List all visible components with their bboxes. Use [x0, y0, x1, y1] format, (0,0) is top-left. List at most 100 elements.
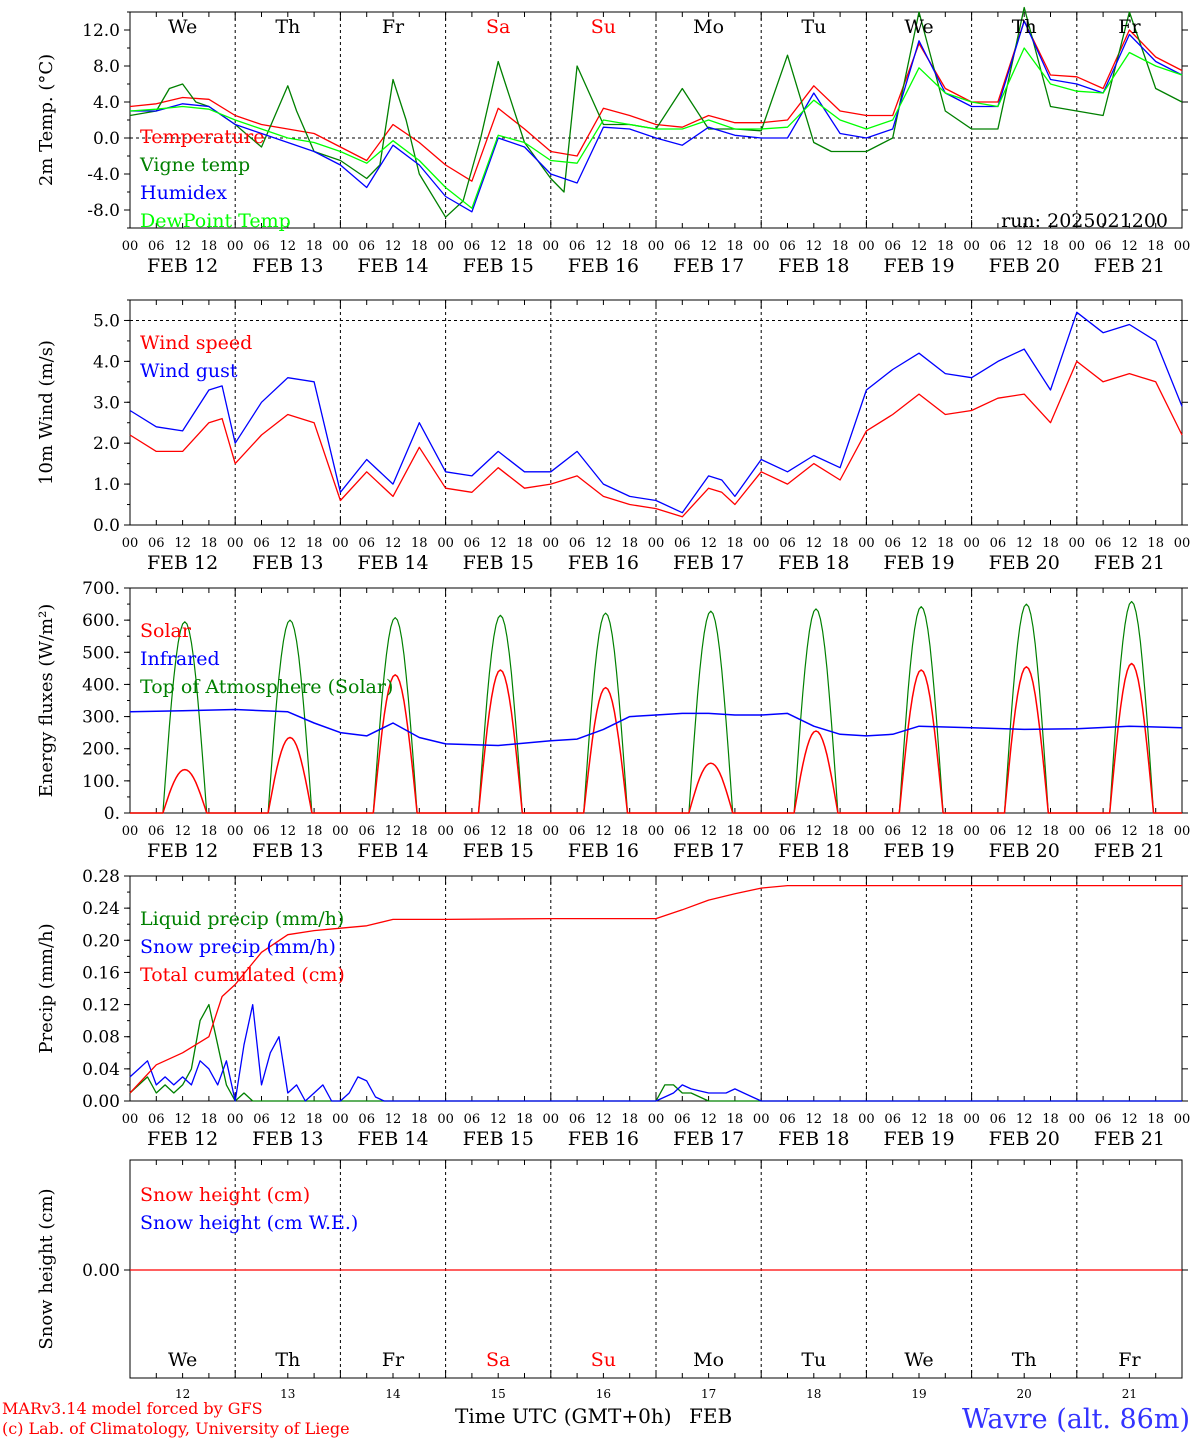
hour-tick-label: 00 — [858, 824, 875, 839]
hour-tick-label: 06 — [674, 1112, 691, 1127]
weekday-label: Fr — [1118, 1349, 1141, 1371]
date-label: FEB 19 — [883, 255, 954, 277]
date-label: FEB 18 — [778, 840, 849, 862]
model-credit: MARv3.14 model forced by GFS — [2, 1399, 263, 1418]
legend-entry: Snow precip (mm/h) — [140, 936, 336, 958]
hour-tick-label: 00 — [1069, 824, 1086, 839]
legend-entry: Infrared — [140, 648, 220, 670]
weekday-label: Th — [275, 1349, 300, 1371]
hour-tick-label: 18 — [516, 239, 533, 254]
date-label: FEB 21 — [1094, 1128, 1165, 1150]
day-number-label: 18 — [806, 1387, 821, 1401]
hour-tick-label: 06 — [358, 239, 375, 254]
date-label: FEB 19 — [883, 552, 954, 574]
weekday-label: Fr — [382, 1349, 405, 1371]
y-tick-label: 0.20 — [82, 931, 120, 951]
hour-tick-label: 06 — [1095, 824, 1112, 839]
y-tick-label: 0.04 — [82, 1060, 120, 1080]
hour-tick-label: 12 — [595, 536, 612, 551]
hour-tick-label: 00 — [648, 1112, 665, 1127]
weekday-label: Th — [1012, 16, 1037, 38]
date-label: FEB 12 — [147, 1128, 218, 1150]
hour-tick-label: 18 — [727, 239, 744, 254]
hour-tick-label: 06 — [148, 1112, 165, 1127]
hour-tick-label: 06 — [464, 1112, 481, 1127]
y-tick-label: 0.16 — [82, 963, 120, 983]
hour-tick-label: 06 — [990, 239, 1007, 254]
hour-tick-label: 12 — [700, 824, 717, 839]
hour-tick-label: 18 — [1042, 824, 1059, 839]
hour-tick-label: 18 — [727, 1112, 744, 1127]
hour-tick-label: 00 — [227, 824, 244, 839]
hour-tick-label: 12 — [490, 824, 507, 839]
x-axis-month: FEB — [689, 1404, 732, 1428]
hour-tick-label: 12 — [806, 1112, 823, 1127]
hour-tick-label: 06 — [990, 824, 1007, 839]
hour-tick-label: 12 — [385, 1112, 402, 1127]
hour-tick-label: 06 — [358, 824, 375, 839]
series-line-1 — [129, 311, 1183, 514]
hour-tick-label: 00 — [753, 239, 770, 254]
hour-tick-label: 12 — [1016, 824, 1033, 839]
legend-entry: Solar — [140, 620, 192, 642]
hour-tick-label: 00 — [648, 239, 665, 254]
y-tick-label: 0.00 — [82, 1261, 120, 1281]
hour-tick-label: 00 — [332, 1112, 349, 1127]
weekday-label: Sa — [486, 1349, 510, 1371]
y-tick-label: 4.0 — [93, 93, 120, 113]
hour-tick-label: 12 — [490, 536, 507, 551]
hour-tick-label: 06 — [779, 824, 796, 839]
date-label: FEB 14 — [357, 1128, 428, 1150]
hour-tick-label: 06 — [884, 536, 901, 551]
day-number-label: 14 — [385, 1387, 401, 1401]
date-label: FEB 14 — [357, 552, 428, 574]
legend-entry: Temperature — [140, 126, 264, 148]
weekday-label: Th — [1012, 1349, 1037, 1371]
hour-tick-label: 18 — [621, 536, 638, 551]
hour-tick-label: 12 — [490, 1112, 507, 1127]
day-number-label: 16 — [596, 1387, 611, 1401]
weekday-label: We — [904, 16, 933, 38]
series-line-3 — [129, 47, 1183, 209]
legend-entry: Wind speed — [140, 332, 252, 354]
legend-entry: Snow height (cm W.E.) — [140, 1212, 358, 1234]
hour-tick-label: 00 — [963, 824, 980, 839]
y-tick-label: 12.0 — [82, 21, 120, 41]
hour-tick-label: 00 — [332, 824, 349, 839]
date-label: FEB 16 — [568, 255, 639, 277]
energy-y-label: Energy fluxes (W/m²) — [36, 604, 57, 798]
hour-tick-label: 06 — [253, 536, 270, 551]
date-label: FEB 20 — [989, 840, 1060, 862]
hour-tick-label: 00 — [753, 824, 770, 839]
weekday-label: Mo — [693, 16, 724, 38]
hour-tick-label: 06 — [253, 824, 270, 839]
y-tick-label: 100. — [82, 772, 120, 792]
hour-tick-label: 18 — [201, 239, 218, 254]
hour-tick-label: 12 — [174, 824, 191, 839]
hour-tick-label: 06 — [884, 1112, 901, 1127]
date-label: FEB 17 — [673, 840, 744, 862]
hour-tick-label: 06 — [674, 824, 691, 839]
weekday-label: Su — [591, 16, 616, 38]
hour-tick-label: 06 — [884, 239, 901, 254]
panel-energy: 0. 100. 200. 300. 400. 500. 600. 700. Energy flu… — [36, 579, 1190, 862]
day-number-label: 21 — [1122, 1387, 1137, 1401]
hour-tick-label: 06 — [990, 1112, 1007, 1127]
hour-tick-label: 18 — [411, 1112, 428, 1127]
hour-tick-label: 12 — [1016, 1112, 1033, 1127]
panel-wind: 0.0 1.0 2.0 3.0 4.0 5.0 10m Wind (m/s) 00 06 12 18… — [36, 299, 1190, 574]
date-label: FEB 12 — [147, 552, 218, 574]
hour-tick-label: 06 — [569, 536, 586, 551]
y-tick-label: 600. — [82, 611, 120, 631]
date-label: FEB 17 — [673, 1128, 744, 1150]
hour-tick-label: 18 — [306, 536, 323, 551]
date-label: FEB 13 — [252, 255, 323, 277]
hour-tick-label: 12 — [280, 239, 297, 254]
hour-tick-label: 06 — [674, 536, 691, 551]
hour-tick-label: 18 — [201, 1112, 218, 1127]
hour-tick-label: 06 — [464, 239, 481, 254]
footer: MARv3.14 model forced by GFS(c) Lab. of … — [2, 1399, 1190, 1438]
hour-tick-label: 06 — [464, 824, 481, 839]
hour-tick-label: 18 — [516, 536, 533, 551]
